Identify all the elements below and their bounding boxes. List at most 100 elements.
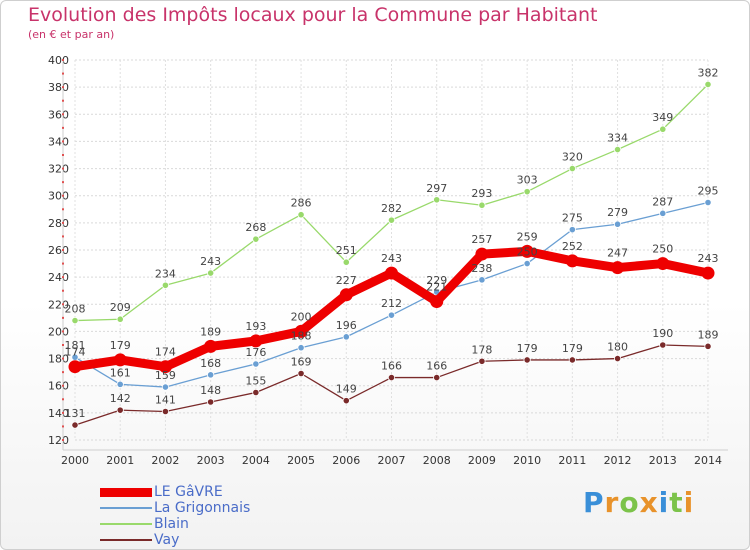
data-point [613, 354, 622, 363]
data-label: 169 [291, 356, 312, 369]
y-tick-label: 280 [48, 217, 69, 230]
data-point [523, 356, 531, 364]
x-tick-label: 2007 [378, 454, 406, 467]
y-tick-label: 320 [48, 163, 69, 176]
data-point [520, 244, 534, 258]
y-axis-marker [62, 425, 64, 428]
data-label: 250 [652, 243, 673, 256]
data-point [207, 398, 215, 406]
data-point [613, 220, 622, 228]
data-point [161, 281, 170, 289]
data-point [611, 261, 625, 275]
data-label: 181 [65, 339, 86, 352]
legend-item-la-grigonnais[interactable]: La Grigonnais [100, 500, 320, 516]
y-axis-marker [62, 167, 64, 170]
y-axis-marker [62, 140, 64, 143]
y-axis-marker [62, 154, 64, 156]
y-axis-marker [62, 86, 64, 89]
data-point [252, 235, 260, 243]
y-axis-marker [62, 357, 64, 360]
y-axis-marker [62, 235, 64, 238]
legend-item-blain[interactable]: Blain [100, 516, 320, 532]
brand-letter: i [683, 486, 695, 519]
data-label: 208 [65, 303, 86, 316]
data-point [113, 353, 127, 367]
data-label: 259 [517, 230, 538, 243]
x-tick-label: 2009 [468, 454, 496, 467]
legend-swatch-vay [100, 539, 152, 541]
data-label: 227 [336, 274, 357, 287]
data-label: 229 [426, 274, 447, 287]
data-point [207, 371, 215, 379]
legend-item-vay[interactable]: Vay [100, 532, 320, 548]
x-tick-label: 2013 [649, 454, 677, 467]
y-axis-marker [62, 303, 64, 306]
y-tick-label: 400 [48, 54, 69, 67]
data-label: 159 [155, 369, 176, 382]
data-label: 188 [291, 330, 312, 343]
data-point [252, 388, 260, 397]
data-label: 287 [652, 195, 673, 208]
data-point [116, 406, 124, 414]
data-label: 247 [607, 247, 628, 260]
x-tick-label: 2004 [242, 454, 270, 467]
data-point [68, 360, 82, 374]
y-axis-marker [62, 411, 64, 414]
data-label: 279 [607, 206, 628, 219]
y-axis-marker [62, 276, 64, 279]
y-tick-label: 340 [48, 135, 69, 148]
data-labels-layer: 208 209 234 243 268 286 251 282 297 293 303 320 334 3… [65, 66, 719, 420]
data-point [659, 209, 667, 217]
data-label: 303 [517, 174, 538, 187]
data-point [433, 196, 441, 204]
data-label: 209 [110, 301, 131, 314]
y-axis-marker [62, 72, 64, 75]
y-axis-marker [62, 262, 64, 265]
data-label: 243 [381, 252, 402, 265]
data-label: 320 [562, 151, 583, 164]
data-point [161, 383, 170, 391]
data-label: 234 [155, 267, 176, 280]
data-label: 250 [517, 246, 538, 259]
data-label: 148 [200, 384, 221, 397]
y-axis-marker [62, 249, 64, 251]
y-axis-marker [62, 221, 64, 224]
axes-layer: 120 140 160 180 200 220 240 260 280 300 320 340 360 3… [48, 54, 728, 467]
legend-item-le-gavre[interactable]: LE GâVRE [100, 484, 320, 500]
data-label: 295 [698, 185, 719, 198]
brand-letter: P [583, 486, 605, 519]
data-point [204, 339, 218, 353]
brand-letter: t [669, 486, 684, 519]
data-label: 174 [155, 346, 176, 359]
data-point [475, 247, 489, 261]
y-axis-marker [62, 289, 64, 292]
data-point [297, 369, 305, 378]
data-label: 251 [336, 244, 357, 257]
y-tick-label: 140 [48, 407, 69, 420]
data-label: 174 [65, 346, 86, 359]
data-label: 179 [517, 342, 538, 355]
data-point [433, 373, 441, 382]
data-point [297, 344, 305, 352]
data-point [161, 407, 170, 416]
x-tick-label: 2005 [287, 454, 315, 467]
legend-label-la-grigonnais: La Grigonnais [154, 500, 251, 516]
data-point [523, 259, 531, 268]
y-tick-label: 200 [48, 325, 69, 338]
data-label: 257 [471, 233, 492, 246]
legend-label-blain: Blain [154, 516, 189, 532]
data-label: 190 [652, 327, 673, 340]
data-label: 252 [562, 240, 583, 253]
y-axis-marker [62, 439, 64, 441]
y-axis-marker [62, 384, 64, 387]
data-point [294, 324, 308, 338]
x-tick-label: 2003 [197, 454, 225, 467]
data-point [339, 288, 353, 302]
data-label: 382 [698, 66, 719, 79]
y-tick-label: 260 [48, 244, 69, 257]
legend-swatch-la-grigonnais [100, 507, 152, 509]
data-point [116, 315, 124, 323]
data-label: 238 [471, 262, 492, 275]
